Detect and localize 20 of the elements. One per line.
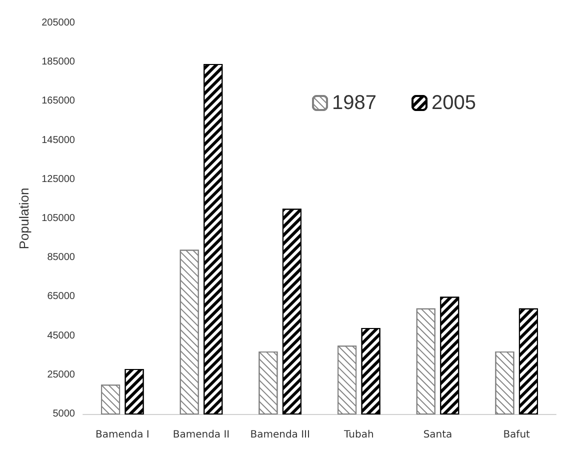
y-tick-label: 105000 xyxy=(42,213,76,224)
legend-label: 2005 xyxy=(432,92,476,114)
y-axis-title: Population xyxy=(16,188,32,250)
y-tick-label: 145000 xyxy=(42,134,76,146)
x-tick-label: Tubah xyxy=(343,430,374,440)
legend-label: 1987 xyxy=(332,92,377,114)
y-tick-label: 185000 xyxy=(42,56,76,68)
x-tick-label: Bafut xyxy=(503,430,530,440)
y-tick-label: 5000 xyxy=(52,408,76,420)
x-tick-label: Bamenda II xyxy=(172,430,230,440)
x-tick-label: Bamenda I xyxy=(96,430,150,440)
x-tick-label: Santa xyxy=(423,430,452,440)
y-tick-label: 65000 xyxy=(47,291,76,302)
y-tick-label: 165000 xyxy=(42,96,76,107)
y-tick-label: 45000 xyxy=(47,330,76,342)
y-tick-label: 25000 xyxy=(47,369,76,380)
y-tick-label: 125000 xyxy=(42,174,76,185)
y-tick-label: 205000 xyxy=(42,18,76,28)
x-tick-label: Bamenda III xyxy=(250,430,310,440)
y-tick-label: 85000 xyxy=(47,252,76,264)
